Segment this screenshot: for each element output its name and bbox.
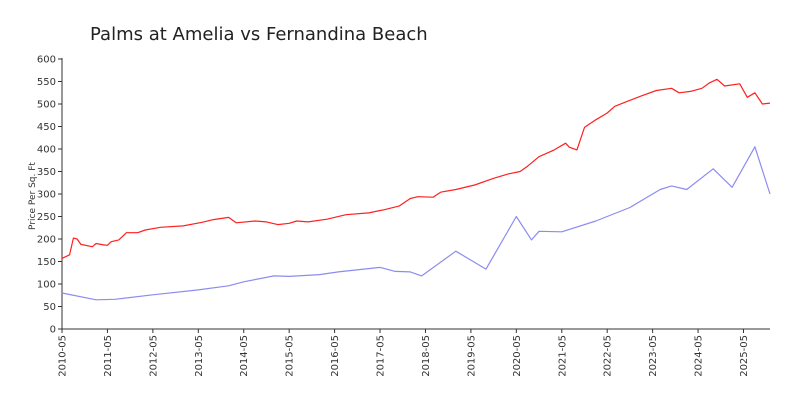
y-axis-label: Price Per Sq. Ft [28,162,38,230]
y-tick-label: 0 [50,325,56,336]
y-tick-label: 400 [37,145,56,156]
x-tick-label: 2025-05 [739,335,750,377]
x-tick-label: 2019-05 [466,335,477,377]
x-tick-label: 2018-05 [421,335,432,377]
y-tick-label: 150 [37,257,56,268]
y-tick-label: 100 [37,280,56,291]
chart-title: Palms at Amelia vs Fernandina Beach [90,24,428,45]
y-tick-label: 550 [37,77,56,88]
x-tick-label: 2010-05 [58,335,69,377]
x-tick-label: 2011-05 [103,335,114,377]
y-ticks: 0 50 100 150 200 250 300 350 400 450 500 550 600 [37,55,62,336]
x-tick-label: 2024-05 [694,335,705,377]
series-line-1 [61,78,771,259]
x-tick-label: 2020-05 [512,335,523,377]
y-tick-label: 200 [37,235,56,246]
x-tick-label: 2023-05 [648,335,659,377]
series-group [61,78,771,301]
x-tick-label: 2012-05 [148,335,159,377]
x-ticks: 2010-05 2011-05 2012-05 2013-05 2014-05 2015-… [58,329,750,377]
series-line-2 [61,146,771,301]
y-tick-label: 300 [37,190,56,201]
x-tick-label: 2021-05 [557,335,568,377]
x-tick-label: 2017-05 [376,335,387,377]
y-tick-label: 500 [37,100,56,111]
x-tick-label: 2022-05 [603,335,614,377]
x-tick-label: 2014-05 [239,335,250,377]
y-tick-label: 600 [37,55,56,66]
y-tick-label: 50 [43,302,56,313]
y-tick-label: 450 [37,122,56,133]
y-tick-label: 250 [37,212,56,223]
x-tick-label: 2013-05 [194,335,205,377]
x-tick-label: 2016-05 [330,335,341,377]
x-tick-label: 2015-05 [285,335,296,377]
y-tick-label: 350 [37,167,56,178]
